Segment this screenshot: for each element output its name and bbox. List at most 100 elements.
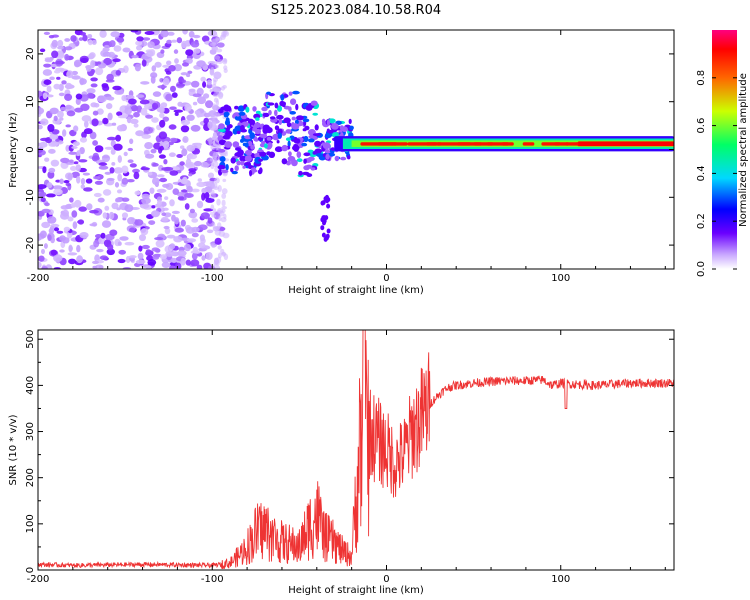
heatmap-cell — [301, 142, 308, 147]
heatmap-cell — [124, 107, 132, 115]
heatmap-cell — [136, 36, 144, 42]
heatmap-cell — [109, 229, 118, 236]
heatmap-cell — [48, 167, 56, 173]
heatmap-cell — [234, 115, 243, 121]
heatmap-cell — [87, 39, 93, 46]
heatmap-cell — [96, 108, 104, 115]
heatmap-cell — [134, 190, 141, 196]
heatmap-cell — [196, 264, 203, 269]
heatmap-cell — [328, 118, 336, 124]
heatmap-cell — [174, 227, 184, 233]
heatmap-cell — [141, 134, 151, 139]
heatmap-cell — [296, 115, 304, 121]
heatmap-cell — [203, 208, 214, 212]
heatmap-cell — [117, 115, 128, 119]
heatmap-cell — [129, 138, 134, 145]
heatmap-cell — [102, 84, 110, 92]
heatmap-cell — [136, 45, 143, 51]
heatmap-cell — [117, 155, 123, 163]
heatmap-cell — [173, 64, 182, 72]
heatmap-cell — [112, 58, 121, 63]
heatmap-cell — [63, 226, 71, 232]
heatmap-cell — [152, 162, 159, 167]
heatmap-cell — [99, 30, 107, 38]
heatmap-cell — [97, 95, 107, 103]
heatmap-cell — [261, 106, 268, 112]
heatmap-cell — [94, 180, 103, 185]
heatmap-cell — [150, 148, 157, 154]
heatmap-cell — [307, 156, 315, 161]
heatmap-cell — [142, 37, 151, 41]
heatmap-cell — [261, 140, 266, 144]
y-tick-label: 100 — [25, 514, 36, 533]
heatmap-cell — [274, 146, 283, 153]
heatmap-cell — [100, 49, 109, 58]
heatmap-cell — [98, 237, 106, 245]
heatmap-cell — [218, 139, 227, 146]
heatmap-cell — [110, 149, 116, 155]
heatmap-cell — [215, 125, 219, 129]
heatmap-cell — [66, 110, 76, 117]
heatmap-cell — [114, 182, 120, 188]
heatmap-cell — [199, 234, 205, 242]
heatmap-cell — [83, 187, 93, 192]
heatmap-cell — [133, 123, 139, 128]
heatmap-cell — [68, 151, 78, 155]
heatmap-cell — [244, 155, 252, 162]
heatmap-cell — [221, 193, 227, 199]
heatmap-cell — [221, 199, 226, 207]
heatmap-cell — [250, 167, 257, 171]
heatmap-cell — [48, 148, 56, 154]
heatmap-cell — [107, 51, 116, 58]
heatmap-cell — [53, 83, 61, 90]
heatmap-cell — [50, 159, 60, 167]
heatmap-cell — [349, 125, 354, 130]
heatmap-cell — [269, 116, 276, 120]
heatmap-cell — [64, 53, 70, 61]
heatmap-cell — [149, 187, 155, 194]
heatmap-cell — [80, 178, 86, 185]
heatmap-cell — [40, 197, 46, 203]
heatmap-cell — [224, 119, 231, 126]
heatmap-cell — [210, 61, 218, 66]
heatmap-cell — [188, 88, 196, 93]
heatmap-cell — [211, 118, 216, 124]
heatmap-cell — [67, 216, 74, 222]
heatmap-cell — [159, 145, 164, 151]
heatmap-cell — [141, 244, 150, 250]
heatmap-cell — [320, 200, 325, 206]
heatmap-cell — [65, 104, 72, 110]
heatmap-cell — [147, 259, 157, 266]
heatmap-cell — [191, 80, 200, 88]
heatmap-cell — [135, 259, 146, 265]
heatmap-cell — [306, 173, 313, 178]
heatmap-cell — [129, 227, 136, 233]
heatmap-cell — [218, 108, 224, 114]
heatmap-cell — [160, 30, 169, 38]
snr-series-line — [38, 330, 674, 570]
heatmap-cell — [252, 126, 258, 132]
heatmap-cell — [95, 67, 104, 76]
heatmap-cell — [314, 140, 322, 147]
heatmap-cell — [76, 176, 81, 184]
heatmap-cell — [247, 118, 254, 124]
heatmap-cell — [222, 30, 230, 37]
heatmap-cell — [47, 124, 55, 132]
heatmap-cell — [127, 159, 134, 163]
heatmap-cell — [84, 120, 89, 128]
colorbar-tick-label: 0.6 — [696, 118, 707, 134]
heatmap-cell — [161, 212, 167, 217]
y-tick-label: 10 — [25, 95, 36, 108]
heatmap-cell — [147, 41, 155, 49]
heatmap-cell — [206, 79, 212, 86]
heatmap-cell — [258, 158, 263, 162]
heatmap-cell — [61, 129, 67, 137]
heatmap-cell — [166, 234, 176, 239]
heatmap-cell — [215, 64, 219, 69]
heatmap-cell — [148, 220, 156, 226]
heatmap-cell — [97, 197, 105, 203]
heatmap-cell — [266, 151, 271, 156]
heatmap-cell — [75, 97, 81, 105]
colorbar-label: Normalized spectral amplitude — [738, 73, 749, 227]
heatmap-cell — [114, 89, 124, 95]
